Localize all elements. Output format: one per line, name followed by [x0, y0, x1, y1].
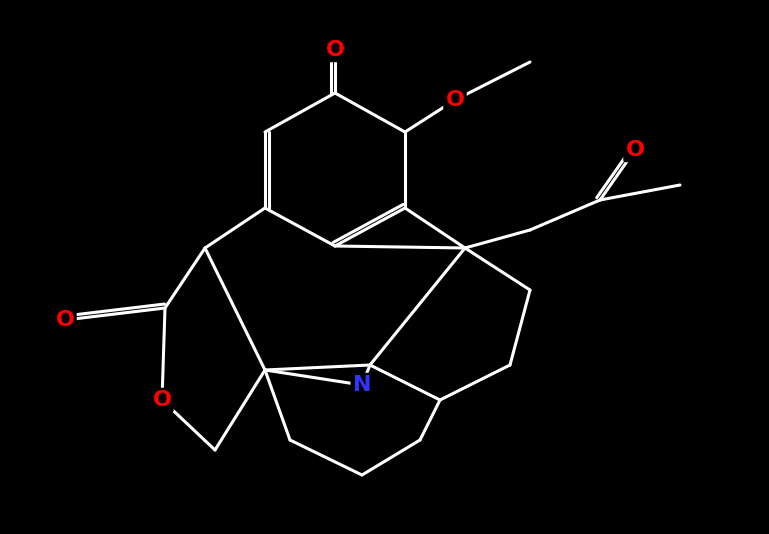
Text: O: O	[625, 140, 644, 160]
Text: O: O	[152, 390, 171, 410]
Text: O: O	[325, 40, 345, 60]
Text: O: O	[445, 90, 464, 110]
Text: N: N	[353, 375, 371, 395]
Text: O: O	[55, 310, 75, 330]
